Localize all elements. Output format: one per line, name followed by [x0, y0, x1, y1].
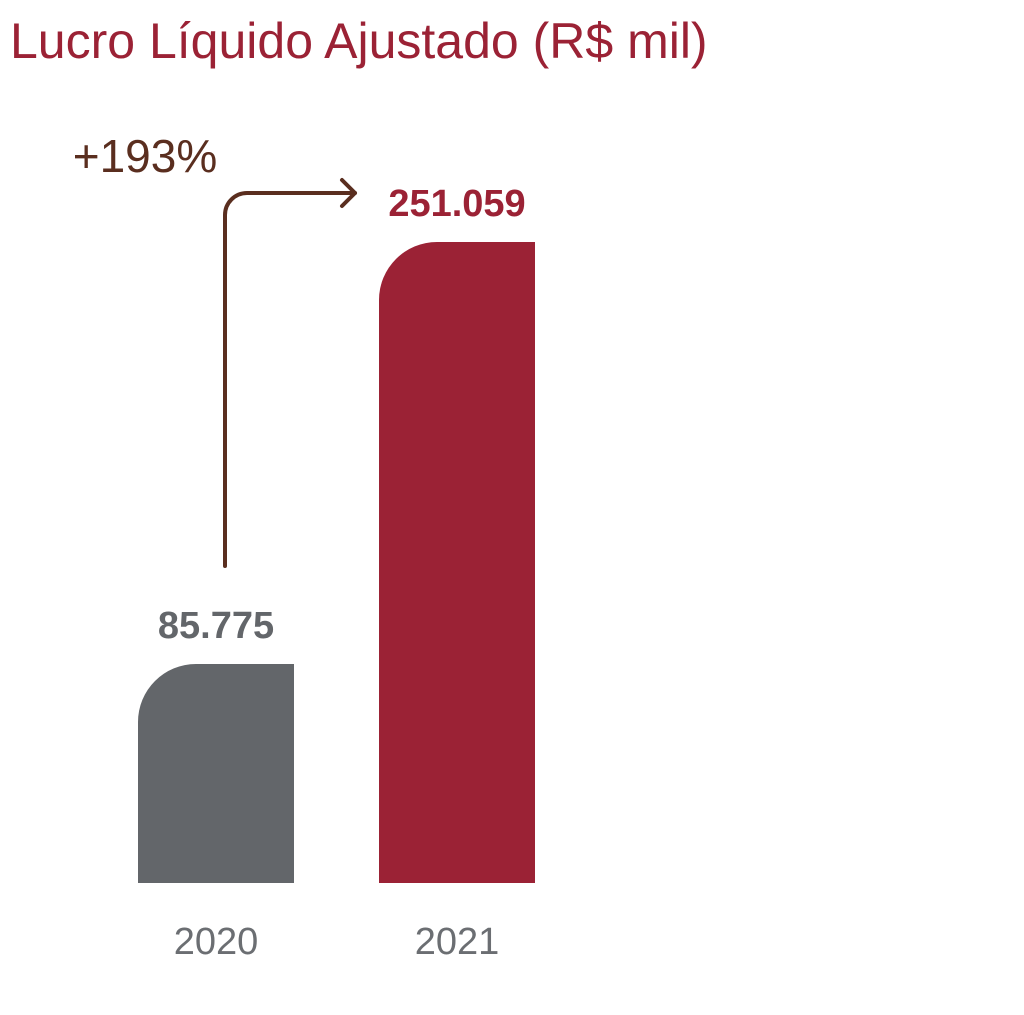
growth-arrow-head [340, 178, 357, 208]
bars-group [138, 242, 535, 883]
value-labels-group: 85.775 251.059 [158, 183, 526, 647]
chart-title: Lucro Líquido Ajustado (R$ mil) [10, 13, 708, 69]
growth-arrow [223, 191, 357, 569]
bar-2020 [138, 664, 294, 883]
growth-annotation: +193% [73, 130, 357, 569]
bar-2021 [379, 242, 535, 883]
category-label-2021: 2021 [415, 921, 500, 963]
value-label-2020: 85.775 [158, 605, 274, 647]
category-labels-group: 2020 2021 [174, 921, 500, 963]
value-label-2021: 251.059 [388, 183, 525, 225]
growth-label: +193% [73, 130, 218, 182]
category-label-2020: 2020 [174, 921, 259, 963]
